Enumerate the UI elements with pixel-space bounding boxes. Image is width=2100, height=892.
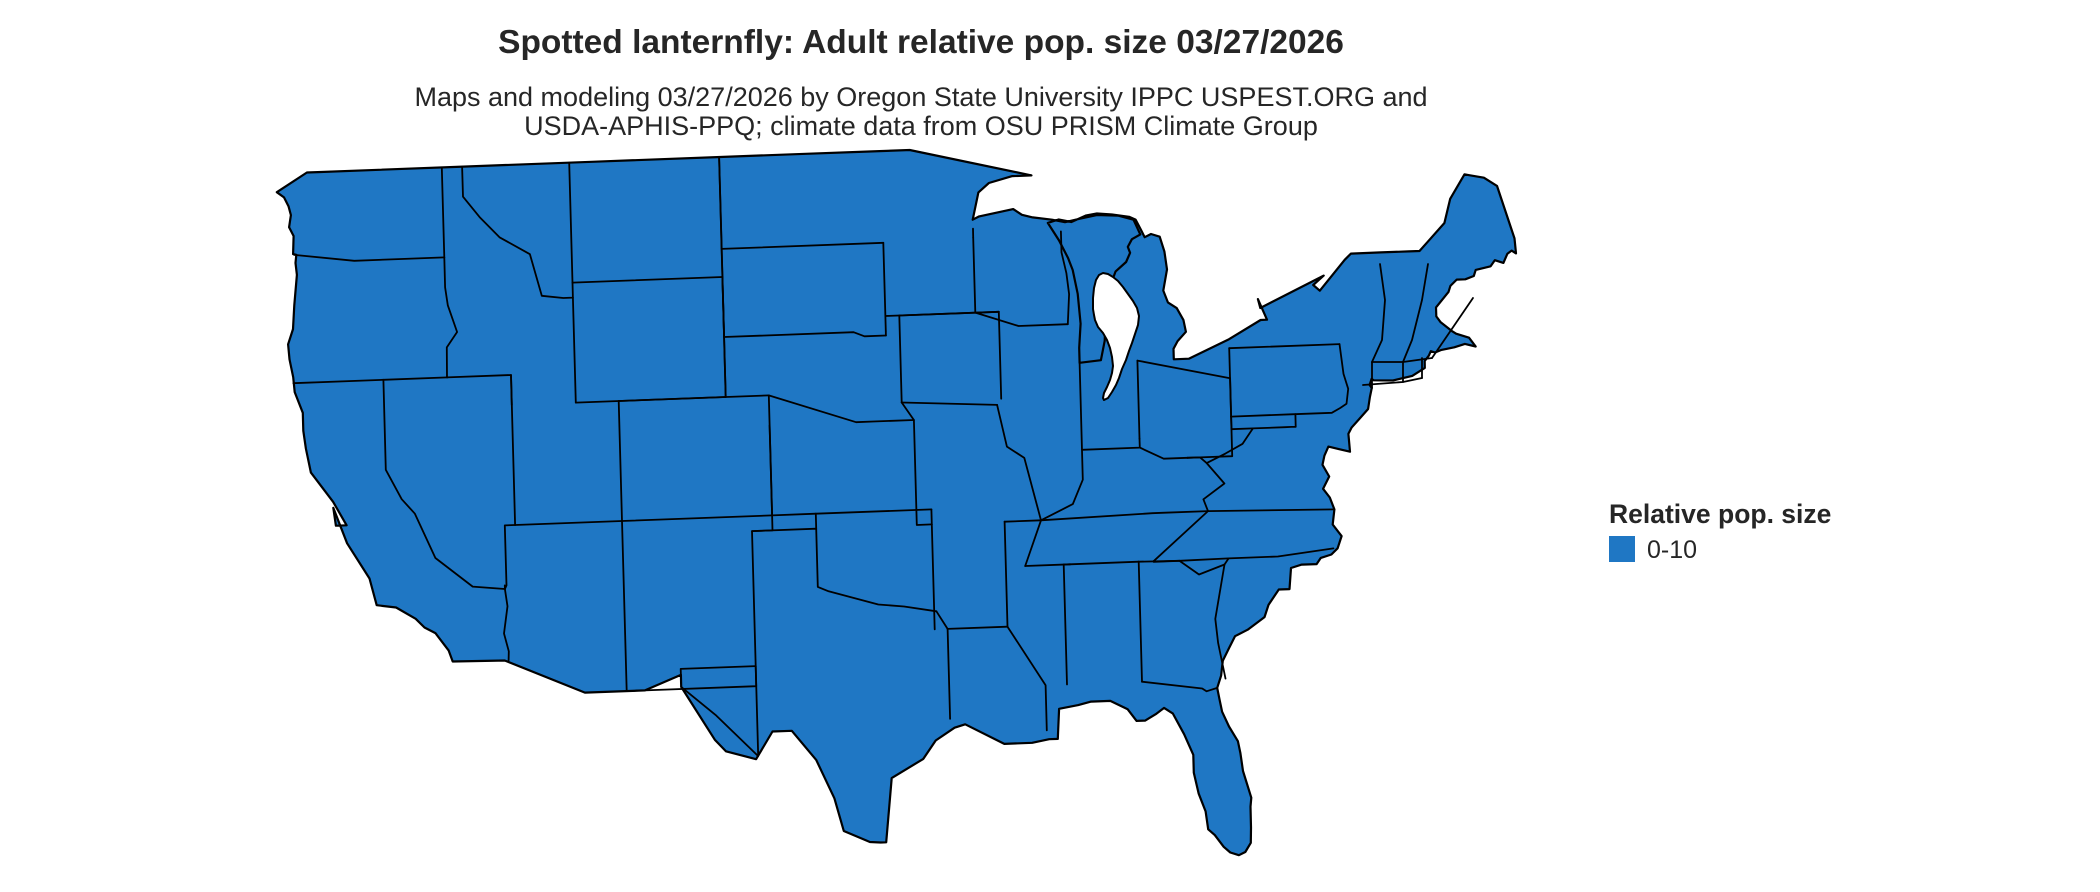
svg-text:Spotted lanternfly: Adult rela: Spotted lanternfly: Adult relative pop. … <box>498 24 1344 61</box>
svg-text:0-10: 0-10 <box>1647 536 1697 564</box>
svg-text:USDA-APHIS-PPQ; climate data f: USDA-APHIS-PPQ; climate data from OSU PR… <box>524 111 1318 141</box>
svg-text:Relative pop. size: Relative pop. size <box>1609 499 1831 529</box>
svg-text:Maps and modeling 03/27/2026 b: Maps and modeling 03/27/2026 by Oregon S… <box>414 82 1427 112</box>
